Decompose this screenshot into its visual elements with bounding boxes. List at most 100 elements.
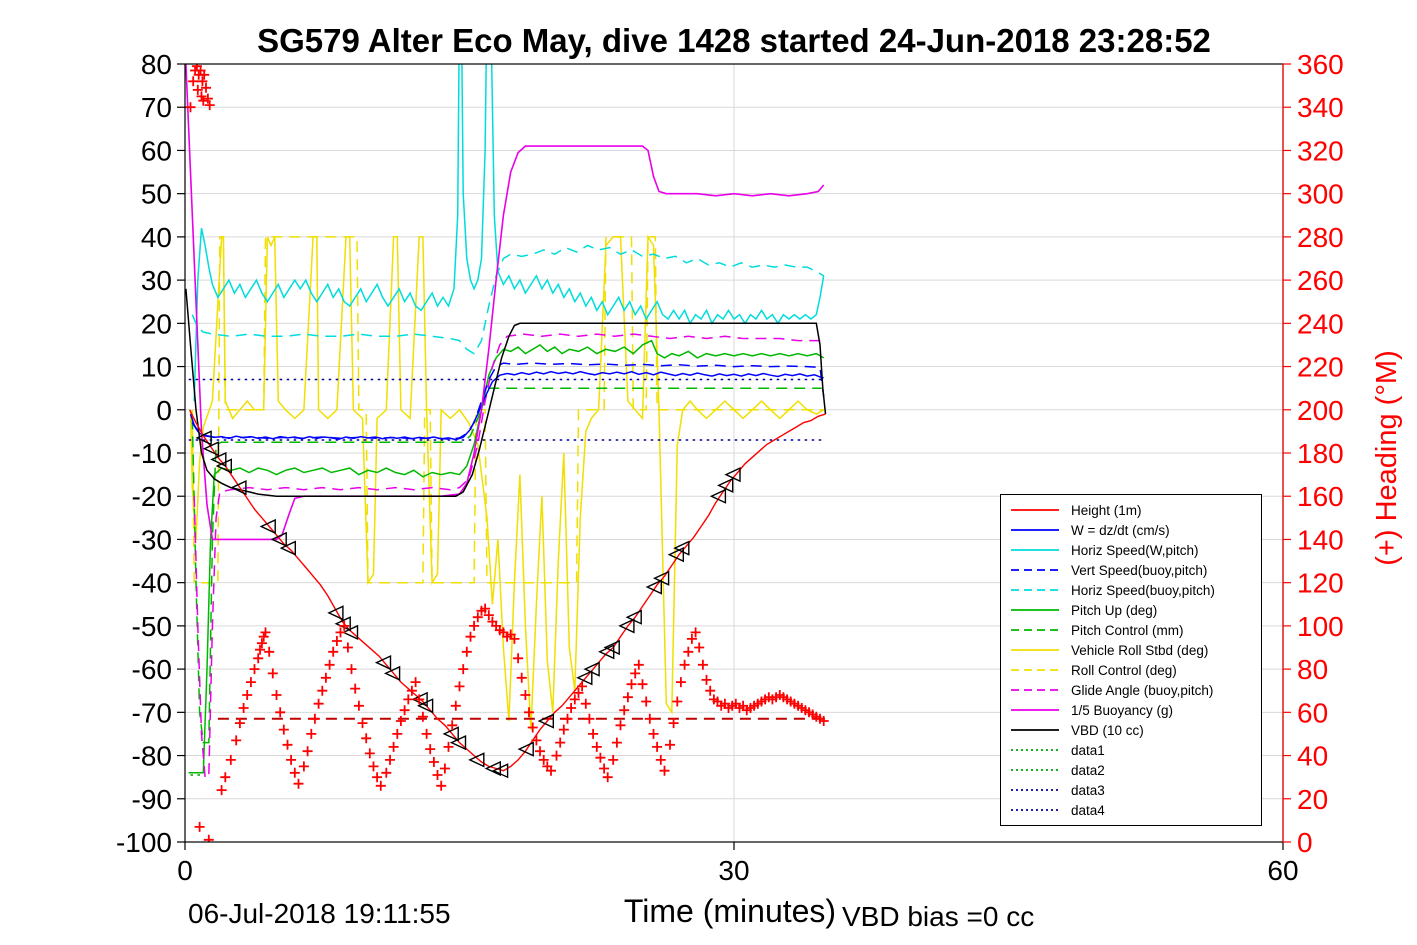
y-right-tick-label: 320 [1297,135,1344,166]
series-w-dzdt [189,370,824,441]
heading-point [188,76,199,87]
legend-swatch [1011,789,1059,791]
legend-item: Glide Angle (buoy,pitch) [1001,680,1261,700]
heading-point [320,672,331,683]
heading-point [509,633,520,644]
heading-point [458,664,469,675]
dive-profile-marker [717,477,734,493]
heading-point [361,733,372,744]
y-left-tick-label: -80 [132,741,172,772]
heading-point [289,767,300,778]
legend-label: Roll Control (deg) [1071,662,1177,678]
heading-point [417,711,428,722]
y-left-tick-label: 60 [141,135,172,166]
heading-point [245,677,256,688]
legend-swatch [1011,649,1059,651]
heading-point [194,821,205,832]
y-right-tick-label: 360 [1297,49,1344,80]
heading-point [202,93,213,104]
heading-point [686,633,697,644]
dive-profile-marker [202,441,220,457]
heading-point [421,728,432,739]
dive-profile-marker [334,616,351,632]
heading-point [546,765,556,776]
dive-profile-marker [230,480,247,496]
heading-point [306,728,317,739]
legend-item: Horiz Speed(W,pitch) [1001,540,1261,560]
heading-point [410,677,421,688]
legend-label: VBD (10 cc) [1071,722,1144,738]
y-left-tick-label: 80 [141,49,172,80]
heading-point [199,69,210,80]
legend-label: Height (1m) [1071,502,1142,518]
dive-profile-marker [468,752,485,768]
legend-swatch [1011,709,1059,711]
heading-point [641,696,652,707]
heading-point [637,679,648,690]
heading-point [622,692,633,703]
legend-swatch [1011,569,1059,571]
heading-point [551,750,562,761]
dive-profile-marker [416,698,434,714]
legend-swatch [1011,749,1059,751]
dive-profile-marker [374,655,392,671]
y-right-tick-label: 240 [1297,308,1344,339]
legend-item: Horiz Speed(buoy,pitch) [1001,580,1261,600]
legend-item: Pitch Up (deg) [1001,600,1261,620]
heading-point [388,741,399,752]
legend-swatch [1011,529,1059,531]
heading-point [392,728,403,739]
heading-point [258,631,269,642]
y-left-tick-label: -50 [132,611,172,642]
y-left-tick-label: -90 [132,784,172,815]
legend-swatch [1011,609,1059,611]
heading-point [302,746,313,757]
heading-point [701,674,712,685]
legend-item: Roll Control (deg) [1001,660,1261,680]
heading-point [668,718,679,729]
y-right-tick-label: 80 [1297,654,1328,685]
legend-item: data4 [1001,800,1261,820]
heading-point [608,754,619,765]
legend-item: Height (1m) [1001,500,1261,520]
heading-point [286,754,297,765]
heading-point [558,724,569,735]
heading-point [249,664,260,675]
heading-point [375,780,386,791]
heading-point [313,698,324,709]
y-right-tick-label: 140 [1297,524,1344,555]
legend-label: 1/5 Buoyancy (g) [1071,702,1174,718]
heading-point [368,761,379,772]
dive-profile-marker [210,451,227,468]
dive-profile-marker [215,458,232,474]
heading-point [652,741,663,752]
legend-label: Vert Speed(buoy,pitch) [1071,562,1208,578]
heading-point [198,95,209,106]
y-left-tick-label: -70 [132,697,172,728]
heading-point [588,728,599,739]
heading-point [204,100,215,111]
heading-point [197,76,208,87]
heading-point [483,610,494,621]
heading-point [633,659,644,670]
y-left-tick-label: 0 [156,395,172,426]
heading-point [655,754,666,765]
legend-label: data2 [1071,762,1105,778]
dive-profile-marker [673,540,690,556]
vbd-bias-note: VBD bias =0 cc [842,901,1035,932]
y-right-tick-label: 20 [1297,784,1328,815]
legend-label: data3 [1071,782,1105,798]
heading-point [672,696,683,707]
legend-item: data2 [1001,760,1261,780]
legend-label: data4 [1071,802,1105,818]
dive-profile-marker [491,763,509,779]
y-left-tick-label: -40 [132,568,172,599]
series-buoyancy [185,64,825,541]
legend-swatch [1011,809,1059,811]
y-left-tick-label: -10 [132,438,172,469]
y-right-tick-label: 120 [1297,568,1344,599]
heading-point [520,690,531,700]
heading-point [317,685,328,696]
heading-point [447,720,458,731]
y-right-tick-label: 260 [1297,265,1344,296]
